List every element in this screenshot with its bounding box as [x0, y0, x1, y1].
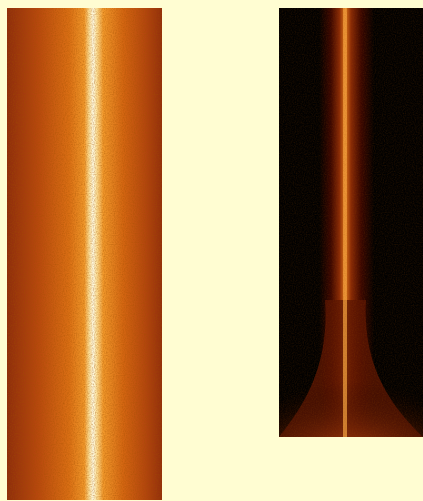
right-image: [279, 8, 423, 437]
right-noise: [279, 8, 423, 437]
left-noise: [7, 8, 162, 500]
left-image: [7, 8, 162, 500]
